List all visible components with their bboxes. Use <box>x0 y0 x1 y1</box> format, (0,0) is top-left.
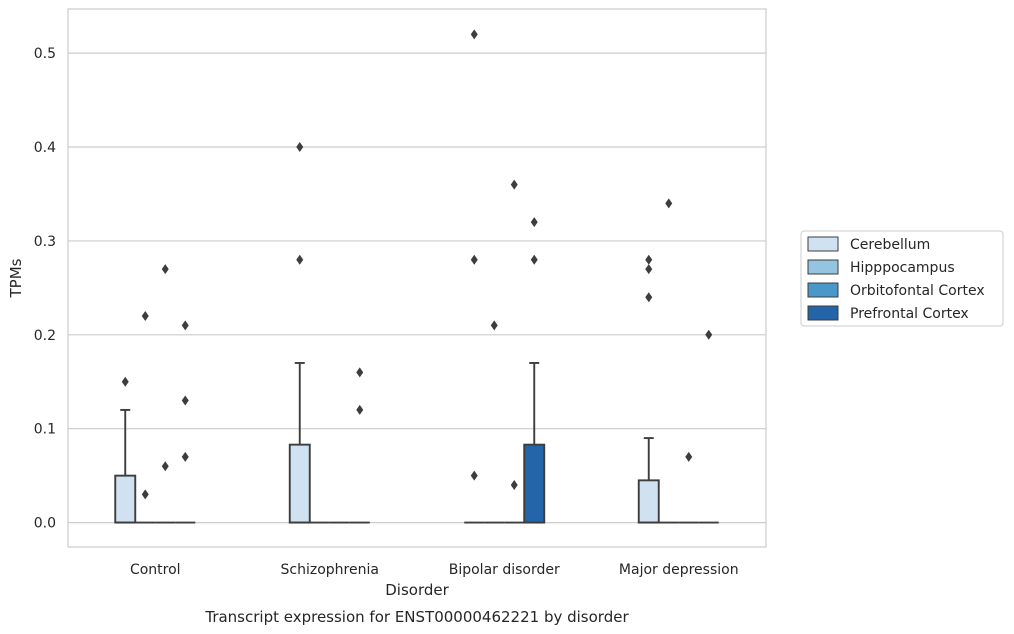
legend-label: Orbitofontal Cortex <box>850 283 985 299</box>
plot-frame <box>67 8 767 548</box>
x-tick-label: Schizophrenia <box>281 562 379 578</box>
y-axis-title: TPMs <box>7 258 25 298</box>
y-tick-label: 0.3 <box>34 234 56 250</box>
outlier-point <box>141 489 149 500</box>
y-tick-labels: 0.0 0.1 0.2 0.3 0.4 0.5 <box>34 46 56 531</box>
plot-background <box>68 9 766 547</box>
outlier-point <box>296 254 304 265</box>
box-rect <box>114 474 137 524</box>
x-tick-label: Major depression <box>619 562 739 578</box>
x-tick-labels: Control Schizophrenia Bipolar disorder Majo… <box>130 562 739 578</box>
outlier-point <box>356 367 364 378</box>
x-axis-title: Disorder <box>385 581 449 599</box>
y-tick-label: 0.4 <box>34 140 56 156</box>
y-tick-label: 0.1 <box>34 422 56 438</box>
outlier-point <box>356 404 364 415</box>
box-rect <box>288 443 311 524</box>
legend-swatch <box>807 236 839 252</box>
x-tick-label: Bipolar disorder <box>449 562 560 578</box>
outlier-point <box>181 395 189 406</box>
outlier-point <box>645 254 653 265</box>
legend-frame <box>800 230 1004 327</box>
legend-label: Hipppocampus <box>850 260 955 276</box>
box-rect <box>523 443 546 524</box>
legend-swatch <box>807 305 839 321</box>
outlier-point <box>161 264 169 275</box>
outlier-point <box>470 29 478 40</box>
chart-caption: Transcript expression for ENST0000046222… <box>204 608 629 626</box>
x-tick-label: Control <box>130 562 181 578</box>
outlier-point <box>530 217 538 228</box>
legend-swatch <box>807 259 839 275</box>
outlier-point <box>470 470 478 481</box>
outlier-point <box>665 198 673 209</box>
outlier-point <box>645 264 653 275</box>
outlier-point <box>510 179 518 190</box>
box-prefrontal-cortex-2 <box>523 362 546 524</box>
box-cerebellum-1 <box>288 362 311 524</box>
box-cerebellum-3 <box>637 437 660 524</box>
y-tick-label: 0.0 <box>34 516 56 532</box>
outlier-point <box>296 142 304 153</box>
outlier-point <box>510 480 518 491</box>
outlier-point <box>121 376 129 387</box>
outlier-point <box>161 461 169 472</box>
legend-label: Cerebellum <box>850 237 930 253</box>
outlier-point <box>470 254 478 265</box>
outlier-point <box>181 320 189 331</box>
y-tick-label: 0.2 <box>34 328 56 344</box>
box-cerebellum-0 <box>114 408 137 524</box>
outlier-points <box>121 29 713 500</box>
outlier-point <box>141 311 149 322</box>
outlier-point <box>181 451 189 462</box>
legend: Cerebellum Hipppocampus Orbitofontal Corte… <box>800 230 1004 327</box>
legend-label: Prefrontal Cortex <box>850 306 969 322</box>
legend-swatch <box>807 282 839 298</box>
outlier-point <box>705 329 713 340</box>
y-tick-label: 0.5 <box>34 46 56 62</box>
box-rect <box>637 479 660 524</box>
outlier-point <box>490 320 498 331</box>
box-series <box>114 362 719 524</box>
outlier-point <box>530 254 538 265</box>
outlier-point <box>645 292 653 303</box>
outlier-point <box>685 451 693 462</box>
